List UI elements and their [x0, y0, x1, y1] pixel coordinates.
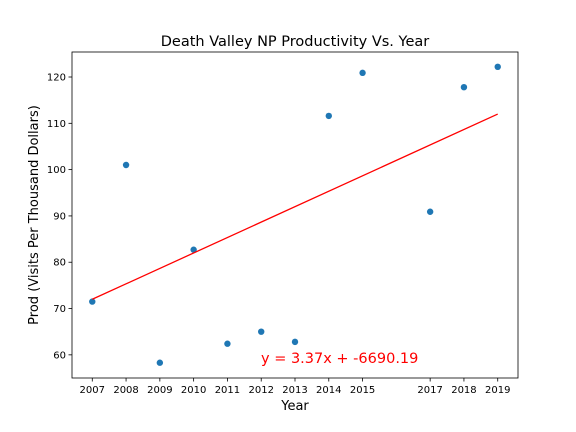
y-tick-label: 80 — [53, 258, 66, 269]
point — [258, 328, 265, 335]
point — [122, 161, 130, 169]
y-tick-label: 70 — [53, 304, 66, 315]
point — [359, 69, 366, 77]
x-tick-label: 2019 — [485, 385, 510, 396]
fit-line — [92, 113, 498, 300]
y-tick-label: 90 — [53, 211, 66, 222]
point — [89, 298, 96, 305]
point — [494, 63, 501, 71]
x-tick-label: 2009 — [147, 385, 172, 396]
y-tick-label: 110 — [47, 119, 66, 130]
x-axis-label: Year — [280, 399, 309, 414]
x-tick-label: 2018 — [451, 385, 476, 396]
x-tick-label: 2013 — [282, 385, 307, 396]
x-tick-label: 2015 — [350, 385, 375, 396]
point — [460, 83, 468, 91]
point — [224, 340, 231, 347]
point — [325, 112, 332, 120]
x-tick-label: 2007 — [80, 385, 105, 396]
x-tick-label: 2014 — [316, 385, 341, 396]
y-axis-label: Prod (Visits Per Thousand Dollars) — [27, 105, 42, 325]
point — [190, 246, 197, 253]
point — [426, 208, 434, 215]
x-tick-label: 2011 — [215, 385, 240, 396]
point — [156, 359, 164, 366]
y-tick-label: 120 — [47, 73, 66, 84]
y-tick-label: 60 — [53, 350, 66, 361]
x-tick-label: 2008 — [113, 385, 138, 396]
point — [291, 338, 299, 346]
x-tick-label: 2012 — [248, 385, 273, 396]
x-tick-label: 2017 — [417, 385, 442, 396]
chart-title: Death Valley NP Productivity Vs. Year — [161, 34, 430, 50]
y-tick-label: 100 — [47, 165, 66, 176]
plot-frame — [71, 51, 519, 379]
annotation: y = 3.37x + -6690.19 — [261, 351, 418, 367]
x-tick-label: 2010 — [181, 385, 206, 396]
